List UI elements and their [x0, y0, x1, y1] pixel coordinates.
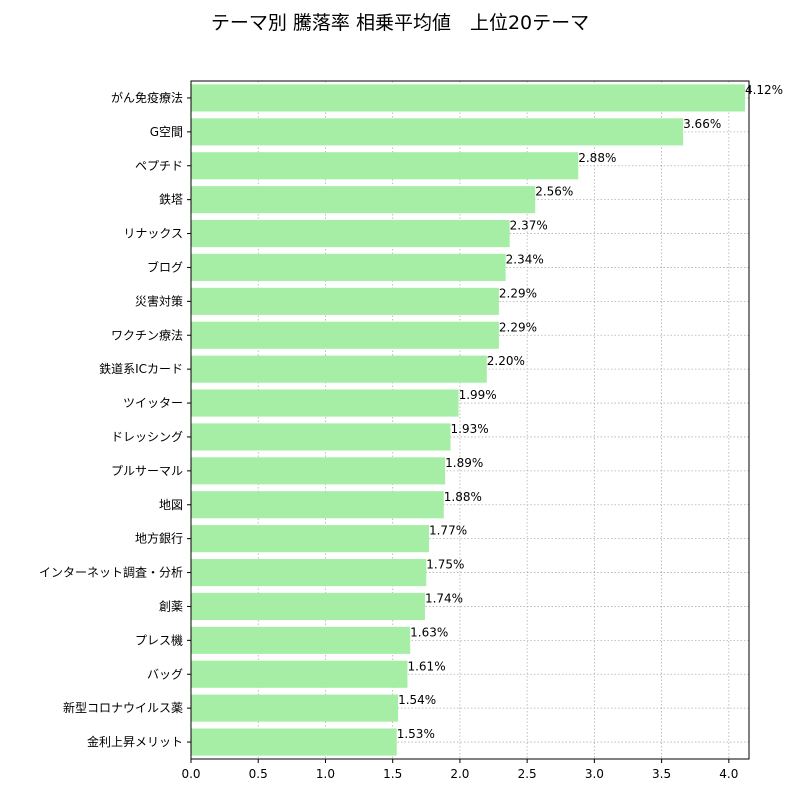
bar [191, 626, 411, 654]
data-label: 1.88% [444, 490, 482, 504]
category-label: プルサーマル [111, 464, 183, 478]
data-label: 1.77% [429, 524, 467, 538]
bar [191, 592, 425, 621]
bar [191, 287, 499, 315]
category-label: 鉄塔 [159, 192, 183, 207]
data-label: 2.88% [578, 151, 616, 165]
x-tick-label: 0.5 [249, 767, 268, 781]
category-label: 創薬 [159, 599, 183, 613]
category-label: がん免疫療法 [111, 90, 183, 105]
data-label: 2.20% [487, 354, 525, 368]
bar [191, 389, 459, 417]
bar [191, 525, 429, 553]
data-label: 3.66% [683, 117, 721, 131]
bar [191, 321, 499, 349]
bars [191, 84, 745, 756]
x-tick-label: 1.0 [316, 767, 335, 781]
category-label: 災害対策 [135, 293, 183, 308]
data-label: 1.53% [397, 727, 435, 741]
category-label: 鉄道系ICカード [99, 361, 183, 376]
category-label: リナックス [123, 227, 183, 241]
category-label: ツイッター [123, 396, 183, 410]
grid-lines [190, 81, 749, 759]
x-tick-label: 3.0 [585, 767, 604, 781]
category-label: 新型コロナウイルス薬 [63, 700, 183, 715]
bar [191, 84, 745, 112]
data-label: 1.99% [459, 388, 497, 402]
data-label: 2.56% [535, 185, 573, 199]
bar [191, 152, 579, 180]
x-tick-label: 3.5 [652, 767, 671, 781]
x-tick-label: 2.0 [450, 767, 469, 781]
data-label: 1.63% [410, 625, 448, 639]
bar [191, 558, 427, 587]
bar [191, 491, 444, 519]
bar [191, 457, 446, 485]
labels: 0.0 0.5 1.0 1.5 2.0 2.5 3.0 3.5 4.0 がん免疫療法 4.12% G空… [39, 83, 783, 781]
bar [191, 118, 684, 146]
data-label: 4.12% [745, 83, 783, 97]
category-label: G空間 [150, 125, 183, 139]
plot-frame [190, 80, 750, 760]
bar [191, 186, 536, 214]
data-label: 2.37% [510, 219, 548, 233]
category-label: バッグ [147, 667, 183, 681]
category-label: 地図 [159, 498, 183, 512]
category-label: ドレッシング [111, 430, 183, 444]
category-label: 金利上昇メリット [87, 734, 183, 749]
x-tick-label: 2.5 [518, 767, 537, 781]
bar [191, 728, 397, 756]
category-label: 地方銀行 [135, 531, 183, 546]
data-label: 1.54% [398, 693, 436, 707]
data-label: 1.74% [425, 591, 463, 605]
bar [191, 694, 399, 722]
x-tick-label: 0.0 [181, 767, 200, 781]
data-label: 1.75% [426, 558, 464, 572]
bar [191, 219, 510, 248]
data-label: 1.89% [445, 456, 483, 470]
category-label: ワクチン療法 [111, 328, 183, 342]
bar [191, 660, 408, 688]
category-label: ペプチド [135, 159, 183, 173]
category-label: ブログ [147, 259, 183, 274]
data-label: 2.34% [506, 252, 544, 266]
bar [191, 253, 506, 282]
category-label: インターネット調査・分析 [39, 566, 183, 580]
data-label: 1.93% [451, 422, 489, 436]
chart-title: テーマ別 騰落率 相乗平均値 上位20テーマ [210, 12, 590, 34]
data-label: 2.29% [499, 286, 537, 300]
bar [191, 423, 451, 451]
data-label: 1.61% [407, 659, 445, 673]
bar [191, 355, 487, 383]
x-tick-label: 1.5 [383, 767, 402, 781]
x-tick-label: 4.0 [719, 767, 738, 781]
data-label: 2.29% [499, 320, 537, 334]
category-label: プレス機 [135, 632, 183, 647]
